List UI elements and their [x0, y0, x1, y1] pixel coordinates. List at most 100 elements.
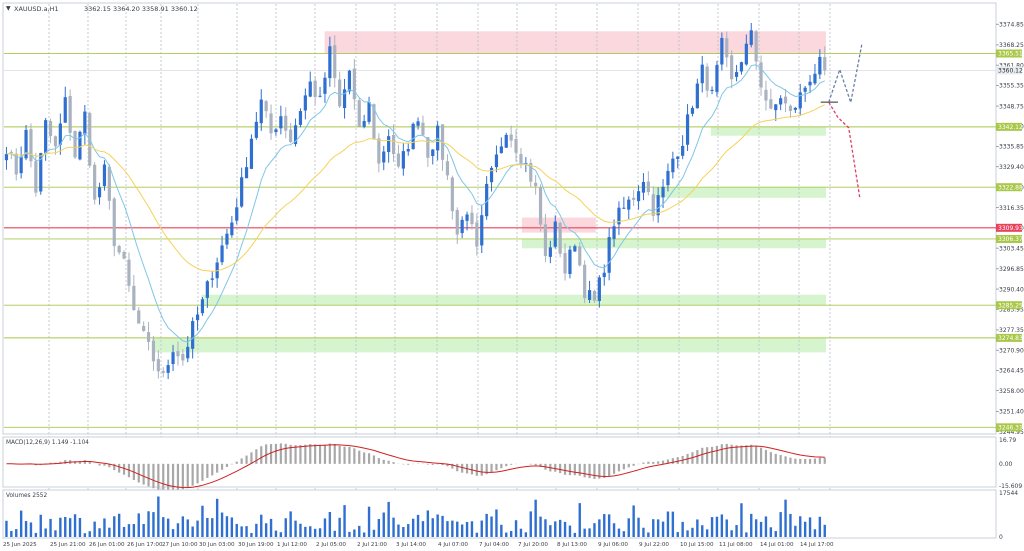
- candle-body: [489, 167, 494, 183]
- candle-body: [632, 197, 636, 200]
- candle-body: [529, 162, 533, 182]
- candle-body: [338, 79, 342, 107]
- level-price-tag[interactable]: 3306.37: [998, 236, 1023, 243]
- candle-body: [749, 30, 753, 45]
- candle-body: [720, 37, 724, 65]
- candle-body: [460, 219, 464, 234]
- price-tick-label: 3361.80: [999, 62, 1024, 69]
- candle: [470, 205, 474, 230]
- candle-body: [107, 166, 111, 201]
- ema-slow-line: [6, 104, 825, 272]
- candle: [411, 122, 415, 150]
- candle: [166, 359, 170, 380]
- candle: [597, 275, 601, 308]
- candle-body: [328, 46, 332, 79]
- candle-body: [661, 186, 665, 198]
- candle: [700, 56, 704, 93]
- level-price-tag[interactable]: 3342.12: [998, 124, 1023, 131]
- time-axis[interactable]: 25 Jun 2025 25 Jun 21:00 26 Jun 01:00 26 Ju…: [3, 542, 834, 548]
- candle-body: [259, 99, 263, 124]
- candle: [205, 280, 209, 308]
- candle-body: [83, 111, 87, 135]
- level-price-tag[interactable]: 3285.25: [998, 302, 1023, 309]
- candle: [151, 335, 156, 371]
- candle: [583, 260, 587, 304]
- candle: [636, 185, 641, 210]
- candle-body: [602, 272, 606, 278]
- volume-panel[interactable]: Volumes 2552: [2, 489, 997, 539]
- volume-panel-frame: [2, 489, 997, 539]
- candle-body: [764, 89, 768, 101]
- price-tick-label: 3244.95: [999, 429, 1024, 436]
- candle-body: [171, 352, 175, 365]
- candle-body: [455, 210, 459, 235]
- candle: [695, 78, 699, 109]
- candle-body: [568, 249, 572, 274]
- level-price-tag[interactable]: 3365.51: [998, 51, 1023, 58]
- time-label: 3 Jul 14:00: [396, 542, 426, 548]
- candle-body: [823, 57, 827, 71]
- candle-body: [779, 98, 783, 105]
- candle: [279, 105, 283, 135]
- candle-body: [715, 65, 719, 92]
- candle: [666, 163, 670, 192]
- price-tick-label: 3296.85: [999, 266, 1024, 273]
- candle: [445, 154, 450, 181]
- candle: [651, 186, 655, 222]
- candle-body: [117, 246, 121, 253]
- candle-body: [494, 154, 499, 168]
- price-tick-label: 3368.25: [999, 42, 1024, 49]
- candle-body: [681, 145, 685, 156]
- candle: [97, 182, 102, 205]
- candle: [19, 146, 23, 179]
- candle: [813, 63, 817, 86]
- candle-body: [426, 137, 430, 158]
- candle: [416, 117, 420, 130]
- candle: [514, 129, 518, 162]
- candle-body: [583, 264, 587, 299]
- candle-body: [102, 164, 107, 187]
- candle: [681, 135, 685, 160]
- candle-body: [769, 99, 773, 109]
- level-price-tag[interactable]: 3246.31: [998, 425, 1023, 432]
- dropdown-arrow-icon[interactable]: ▼: [6, 5, 11, 12]
- candle-body: [744, 43, 748, 65]
- candle-body: [783, 96, 788, 104]
- candle-body: [78, 131, 82, 160]
- level-price-tag-bg: [996, 66, 1022, 75]
- candle: [313, 76, 317, 106]
- candle-body: [396, 153, 401, 167]
- candle-body: [333, 45, 337, 79]
- candle-body: [93, 164, 97, 200]
- candle: [244, 157, 249, 179]
- level-price-tag[interactable]: 3322.88: [998, 184, 1023, 191]
- time-label: 9 Jul 06:00: [598, 542, 628, 548]
- time-label: 7 Jul 20:00: [518, 542, 548, 548]
- level-price-tag[interactable]: 3274.83: [998, 335, 1023, 342]
- candle: [181, 349, 185, 366]
- candle-body: [9, 151, 13, 153]
- candle: [127, 252, 131, 292]
- level-price-tag[interactable]: 3360.12: [998, 68, 1023, 75]
- candle-body: [558, 222, 562, 254]
- candle: [195, 306, 200, 331]
- candle-body: [112, 198, 116, 247]
- level-price-tag[interactable]: 3309.93: [998, 225, 1023, 232]
- candle-body: [19, 156, 23, 174]
- candle-body: [548, 247, 552, 257]
- price-axis[interactable]: 3374.85 3368.25 3361.80 3355.35 3348.75 3342.…: [996, 21, 1024, 436]
- candle-body: [372, 104, 376, 139]
- candle: [78, 130, 82, 161]
- level-price-tag-bg: [996, 223, 1022, 232]
- horizontal-levels[interactable]: [4, 53, 996, 428]
- symbol-info: XAUUSD.a,H1: [14, 5, 59, 13]
- candle-body: [504, 134, 508, 148]
- candle: [58, 113, 62, 155]
- candle-body: [563, 253, 567, 274]
- candle-body: [416, 121, 420, 126]
- price-tick-label: 3277.35: [999, 327, 1024, 334]
- candle: [543, 214, 548, 263]
- macd-label: MACD(12,26,9) 1.149 -1.104: [6, 440, 89, 446]
- macd-panel[interactable]: MACD(12,26,9) 1.149 -1.104: [2, 436, 997, 492]
